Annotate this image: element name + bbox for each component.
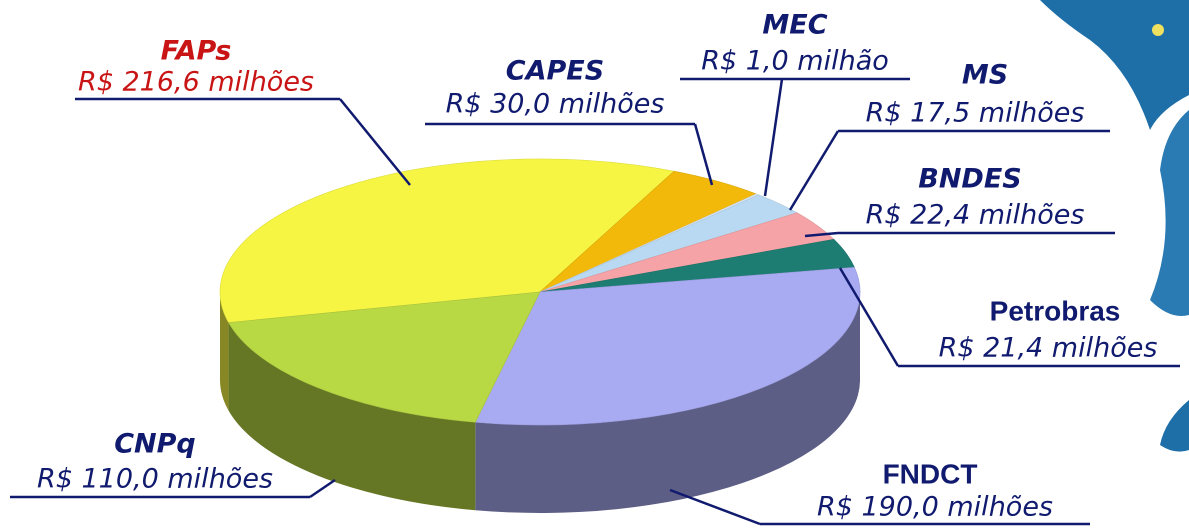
map-shape [1040, 0, 1189, 130]
leader-line [804, 231, 839, 238]
slice-name: FAPs [161, 36, 232, 67]
slice-name: MS [962, 60, 1008, 91]
slice-value-label: R$ 216,6 milhões [78, 67, 314, 98]
slice-side [220, 292, 229, 411]
slice [219, 158, 675, 323]
slice-name: BNDES [918, 164, 1021, 195]
slice-name: CAPES [506, 56, 604, 87]
slice-side [475, 292, 860, 513]
leader-line [693, 123, 714, 186]
leader-line [309, 478, 336, 499]
slice [228, 291, 541, 423]
slice-value-label: R$ 1,0 milhão [701, 46, 889, 77]
slice-value-label: R$ 190,0 milhões [817, 492, 1053, 523]
leader-line [788, 130, 840, 211]
leader-line [838, 267, 900, 367]
slice-value-label: R$ 21,4 milhões [939, 333, 1158, 364]
map-shape [1150, 110, 1189, 316]
map-dot [1152, 24, 1164, 36]
slice-name: MEC [762, 10, 827, 41]
leader-line [669, 488, 761, 526]
slice-name: Petrobras [990, 295, 1121, 326]
slice-name: FNDCT [883, 458, 978, 489]
slice-value-label: R$ 17,5 milhões [866, 98, 1085, 129]
slice-value-label: R$ 110,0 milhões [37, 464, 273, 495]
slice-name: CNPq [114, 429, 196, 460]
slice [474, 267, 861, 426]
slice-value-label: R$ 22,4 milhões [866, 200, 1085, 231]
slice-side [228, 322, 476, 511]
slice-value-label: R$ 30,0 milhões [446, 89, 665, 120]
map-shape [1160, 400, 1189, 452]
leader-line [763, 78, 784, 197]
leader-line [339, 98, 411, 186]
